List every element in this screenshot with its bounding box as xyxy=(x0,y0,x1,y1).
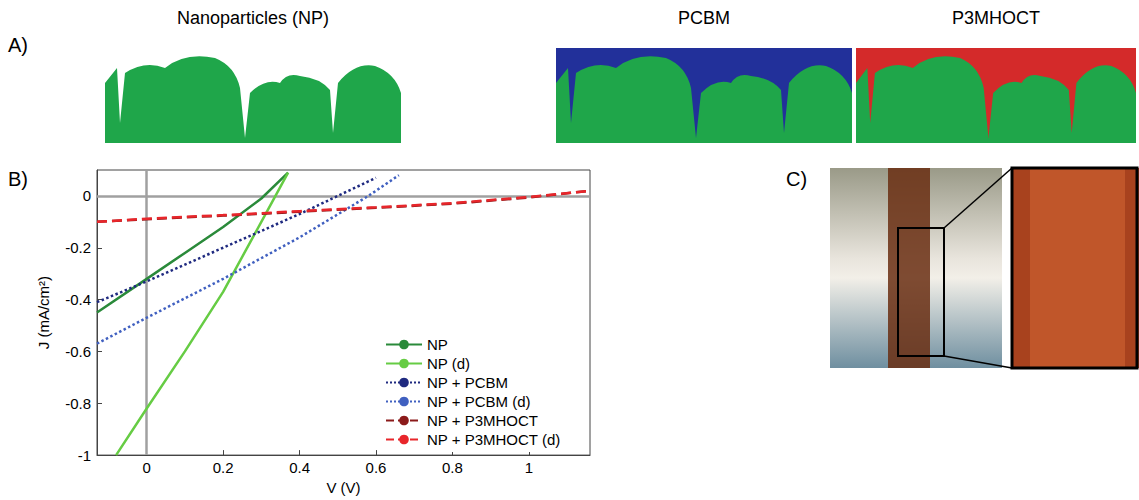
svg-text:B): B) xyxy=(8,168,28,190)
svg-text:0: 0 xyxy=(143,459,151,476)
svg-text:NP + PCBM: NP + PCBM xyxy=(427,374,508,391)
svg-text:C): C) xyxy=(786,168,807,190)
svg-text:-0.2: -0.2 xyxy=(65,239,91,256)
svg-text:NP: NP xyxy=(427,336,448,353)
svg-text:NP (d): NP (d) xyxy=(427,355,470,372)
svg-text:PCBM: PCBM xyxy=(678,8,730,28)
svg-text:0.6: 0.6 xyxy=(366,459,387,476)
svg-text:-1: -1 xyxy=(78,447,91,464)
svg-text:P3MHOCT: P3MHOCT xyxy=(952,8,1040,28)
svg-text:0.2: 0.2 xyxy=(213,459,234,476)
svg-text:V (V): V (V) xyxy=(326,479,360,496)
svg-text:-0.6: -0.6 xyxy=(65,343,91,360)
svg-text:-0.4: -0.4 xyxy=(65,291,91,308)
svg-text:0.8: 0.8 xyxy=(442,459,463,476)
svg-text:1: 1 xyxy=(525,459,533,476)
svg-text:0: 0 xyxy=(83,187,91,204)
svg-text:NP + PCBM (d): NP + PCBM (d) xyxy=(427,393,531,410)
svg-text:-0.8: -0.8 xyxy=(65,395,91,412)
svg-text:A): A) xyxy=(8,34,28,56)
svg-text:NP + P3MHOCT: NP + P3MHOCT xyxy=(427,412,538,429)
svg-text:J (mA/cm²): J (mA/cm²) xyxy=(35,276,52,349)
svg-text:NP + P3MHOCT (d): NP + P3MHOCT (d) xyxy=(427,431,560,448)
svg-text:Nanoparticles (NP): Nanoparticles (NP) xyxy=(177,8,329,28)
svg-text:0.4: 0.4 xyxy=(289,459,310,476)
